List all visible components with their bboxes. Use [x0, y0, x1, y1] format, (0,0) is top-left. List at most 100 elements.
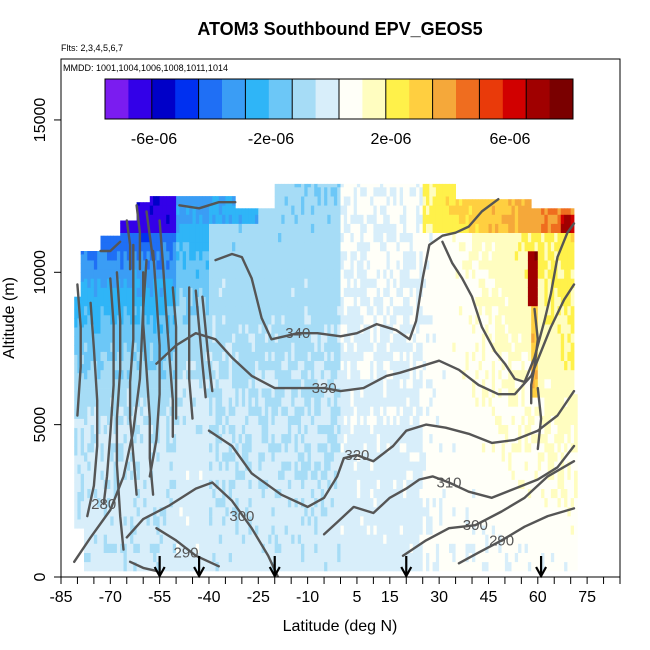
heatmap-cell: [264, 543, 269, 553]
heatmap-cell: [264, 516, 269, 526]
heatmap-cell: [192, 552, 197, 563]
heatmap-cell: [458, 406, 463, 416]
heatmap-cell: [90, 251, 95, 261]
heatmap-cell: [340, 516, 345, 526]
heatmap-cell: [241, 433, 246, 444]
heatmap-cell: [268, 360, 272, 371]
heatmap-cell: [225, 461, 230, 471]
heatmap-cell: [435, 506, 440, 517]
heatmap-cell: [133, 433, 137, 444]
heatmap-cell: [301, 388, 305, 398]
heatmap-cell: [376, 183, 381, 188]
heatmap-cell: [271, 415, 276, 425]
heatmap-cell: [116, 269, 121, 279]
heatmap-cell: [271, 388, 276, 398]
heatmap-cell: [77, 500, 82, 511]
heatmap-cell: [435, 342, 440, 352]
heatmap-cell: [130, 315, 134, 325]
heatmap-cell: [442, 183, 447, 188]
heatmap-cell: [416, 278, 420, 288]
heatmap-cell: [258, 223, 262, 233]
heatmap-cell: [412, 552, 417, 563]
heatmap-cell: [399, 241, 404, 252]
heatmap-cell: [291, 543, 295, 553]
heatmap-cell: [169, 232, 174, 243]
heatmap-cell: [209, 269, 213, 279]
heatmap-cell: [284, 333, 289, 343]
heatmap-cell: [337, 497, 341, 508]
heatmap-cell: [353, 497, 358, 508]
heatmap-cell: [199, 516, 203, 526]
heatmap-cell: [120, 506, 124, 517]
heatmap-cell: [419, 452, 424, 462]
heatmap-cell: [255, 333, 259, 343]
heatmap-cell: [133, 516, 137, 526]
heatmap-cell: [432, 470, 437, 480]
heatmap-cell: [80, 281, 85, 291]
heatmap-cell: [435, 369, 440, 380]
heatmap-cell: [264, 214, 269, 224]
heatmap-cell: [287, 506, 292, 517]
heatmap-cell: [301, 479, 305, 489]
heatmap-cell: [209, 251, 213, 261]
heatmap-cell: [195, 497, 200, 508]
heatmap-cell: [156, 214, 161, 224]
heatmap-cell: [100, 351, 105, 361]
heatmap-cell: [274, 223, 279, 233]
heatmap-cell: [422, 452, 427, 462]
heatmap-cell: [307, 223, 312, 233]
heatmap-cell: [419, 269, 424, 279]
heatmap-cell: [255, 232, 259, 243]
heatmap-cell: [274, 433, 279, 444]
heatmap-cell: [458, 378, 463, 389]
heatmap-cell: [159, 205, 164, 215]
heatmap-cell: [333, 205, 338, 215]
heatmap-cell: [287, 378, 292, 389]
heatmap-cell: [462, 241, 466, 252]
heatmap-cell: [166, 452, 170, 462]
heatmap-cell: [380, 378, 384, 389]
heatmap-cell: [422, 388, 427, 398]
heatmap-cell: [199, 251, 203, 261]
heatmap-cell: [386, 183, 391, 188]
heatmap-cell: [452, 342, 456, 352]
heatmap-cell: [376, 424, 381, 435]
heatmap-cell: [268, 452, 272, 462]
heatmap-cell: [294, 324, 299, 334]
heatmap-cell: [192, 333, 197, 343]
heatmap-cell: [389, 333, 394, 343]
heatmap-cell: [383, 183, 387, 188]
heatmap-cell: [422, 406, 427, 416]
heatmap-cell: [130, 479, 134, 489]
heatmap-cell: [393, 241, 397, 252]
heatmap-cell: [465, 442, 470, 453]
heatmap-cell: [445, 333, 450, 343]
heatmap-cell: [77, 363, 82, 374]
heatmap-cell: [251, 433, 256, 444]
heatmap-cell: [396, 378, 401, 389]
heatmap-cell: [370, 241, 374, 252]
heatmap-cell: [241, 351, 246, 361]
heatmap-cell: [232, 360, 236, 371]
heatmap-cell: [301, 497, 305, 508]
heatmap-cell: [77, 491, 82, 502]
heatmap-cell: [268, 223, 272, 233]
heatmap-cell: [281, 251, 285, 261]
heatmap-cell: [343, 378, 348, 389]
heatmap-cell: [153, 525, 157, 535]
heatmap-cell: [284, 516, 289, 526]
heatmap-cell: [218, 497, 223, 508]
heatmap-cell: [189, 360, 193, 371]
heatmap-cell: [356, 315, 361, 325]
heatmap-cell: [212, 324, 216, 334]
heatmap-cell: [468, 241, 473, 252]
heatmap-cell: [370, 232, 374, 243]
heatmap-cell: [268, 543, 272, 553]
heatmap-cell: [324, 479, 328, 489]
heatmap-cell: [458, 260, 463, 270]
heatmap-cell: [264, 561, 269, 572]
heatmap-cell: [186, 442, 190, 453]
heatmap-cell: [426, 305, 430, 316]
heatmap-cell: [284, 415, 289, 425]
heatmap-cell: [176, 214, 180, 224]
